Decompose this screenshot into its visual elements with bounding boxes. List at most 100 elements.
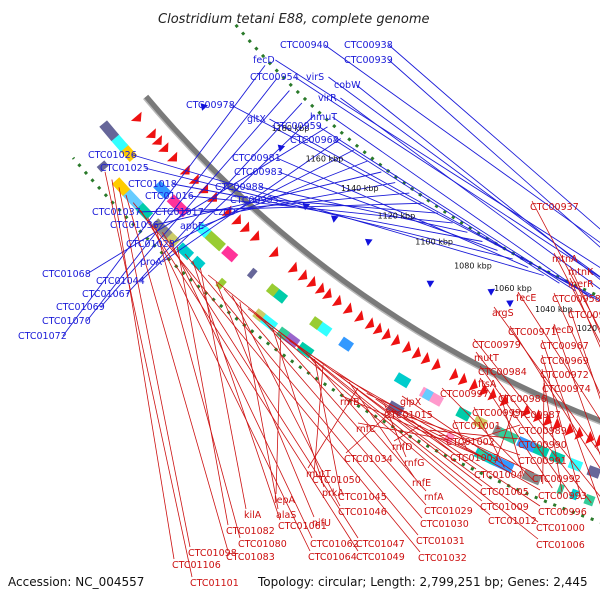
reverse-gene-label: CTC00984 [478,367,527,378]
forward-gene-leader-line [199,192,410,213]
reverse-gene-label: rnfG [404,458,424,469]
reverse-gene-label: CTC01098 [188,548,237,559]
reverse-gene-label: CTC00991 [518,456,567,467]
forward-gene-label: CTC00940 [280,40,329,51]
cog-category-block-1 [338,336,354,352]
forward-gene-leader-line [140,114,315,282]
reverse-gene-leader-line [493,306,600,454]
reverse-gene-label: CTC00992 [532,474,581,485]
reverse-gene-leader-line [331,370,541,491]
reverse-gene-label: rnfB [340,397,360,408]
reverse-strand-gene-arrow [198,183,209,194]
forward-gene-label: proA [140,257,163,268]
forward-gene-leader-line [294,76,600,278]
kbp-tick-label: 1100 kbp [415,237,453,246]
reverse-strand-gene-arrow [145,128,156,139]
forward-gene-label: CTC01070 [42,316,91,327]
reverse-strand-gene-arrow [249,230,260,241]
inner-tick-ring [71,156,600,524]
reverse-gene-label: CTC01045 [338,492,387,503]
cog-category-block-2 [111,177,131,196]
reverse-gene-label: CTC01083 [226,552,275,563]
reverse-gene-label: CTC01003 [450,453,499,464]
reverse-gene-label: CTC00986 [498,394,547,405]
reverse-gene-leader-line [247,308,539,523]
reverse-gene-label: kilA [244,510,262,521]
kbp-tick-label: 1060 kbp [494,284,532,293]
reverse-gene-leader-line [375,398,477,470]
label-text-layer: Clostridium tetani E88, complete genome … [8,12,600,589]
reverse-strand-gene-arrow [457,372,468,385]
cog-category-block-1 [393,372,412,389]
forward-gene-label: CTC00939 [344,55,393,66]
genome-backbone [143,94,600,424]
forward-gene-leader-line [235,182,396,213]
reverse-gene-label: CTC01049 [356,552,405,563]
forward-gene-label: virR [318,93,337,104]
reverse-gene-leader-line [479,377,553,489]
forward-gene-leader-line [317,125,576,292]
cog-category-block-2 [190,255,206,271]
cog-category-block-2 [96,160,109,173]
reverse-gene-leader-line [517,291,600,420]
kbp-tick-label: 1020 kbp [577,324,600,333]
reverse-gene-label: rnfA [424,492,444,503]
reverse-strand-gene-arrow [487,387,497,401]
reverse-gene-label: CTC00999 [472,408,521,419]
reverse-gene-leader-line [402,414,521,456]
forward-strand-gene-arrow [506,300,514,308]
cog-category-block-1 [455,406,472,422]
cog-category-block-1 [202,228,226,252]
reverse-gene-leader-line [438,434,449,437]
forward-gene-leader-line [340,97,600,290]
reverse-gene-leader-line [494,408,515,464]
forward-gene-leader-line [269,118,600,302]
reverse-gene-label: CTC01046 [338,507,387,518]
cog-category-block-1 [195,222,212,238]
forward-strand-gene-arrow [200,103,208,111]
reverse-gene-leader-line [541,339,600,505]
forward-gene-label: fecD [253,55,275,66]
reverse-gene-label: CTC01012 [488,516,537,527]
forward-gene-leader-line [388,44,600,230]
reverse-gene-label: CTC01106 [172,560,221,571]
reverse-gene-leader-line [569,265,600,334]
forward-gene-leader-line [388,59,600,248]
reverse-gene-label: CTC01064 [308,552,357,563]
kbp-tick-label: 1040 kbp [535,305,573,314]
reverse-strand-gene-arrow [322,287,332,299]
reverse-gene-label: CTC00958 [552,294,600,305]
forward-gene-label: CTC00959 [273,121,322,132]
reverse-gene-label: CTC01006 [536,540,585,551]
forward-gene-label: CTC00968 [290,135,339,146]
reverse-gene-leader-line [553,292,600,395]
forward-gene-label: CTC01025 [100,163,149,174]
accession-text: Accession: NC_004557 [8,575,144,589]
forward-gene-leader-line [170,149,355,245]
reverse-strand-gene-arrow [151,135,162,145]
forward-gene-leader-line [276,157,529,268]
forward-gene-label: hmuT [310,112,337,123]
reverse-gene-label: CTC01080 [238,539,287,550]
reverse-gene-leader-line [297,346,483,502]
reverse-gene-label: lepA [274,495,296,506]
forward-gene-leader-line [259,186,468,233]
reverse-gene-label: CTC01002 [446,437,495,448]
forward-gene-label: CTC01068 [42,269,91,280]
reverse-strand-gene-arrow [354,310,364,322]
reverse-strand-gene-arrow [585,431,595,444]
forward-gene-leader-line [144,167,513,260]
forward-gene-label: gltX [247,114,266,125]
reverse-gene-leader-line [499,392,524,477]
cog-category-block-2 [556,483,565,495]
reverse-gene-leader-line [541,354,582,500]
reverse-gene-leader-line [177,246,229,526]
reverse-gene-label: CTC00974 [542,384,591,395]
reverse-strand-gene-arrow [158,142,169,152]
cog-category-block-2 [252,308,266,322]
reverse-gene-label: CTC01062 [310,539,359,550]
reverse-gene-label: rnfE [412,478,431,489]
reverse-gene-label: nifU [312,518,331,529]
reverse-gene-label: CTC00996 [538,507,587,518]
forward-gene-leader-line [172,183,483,242]
